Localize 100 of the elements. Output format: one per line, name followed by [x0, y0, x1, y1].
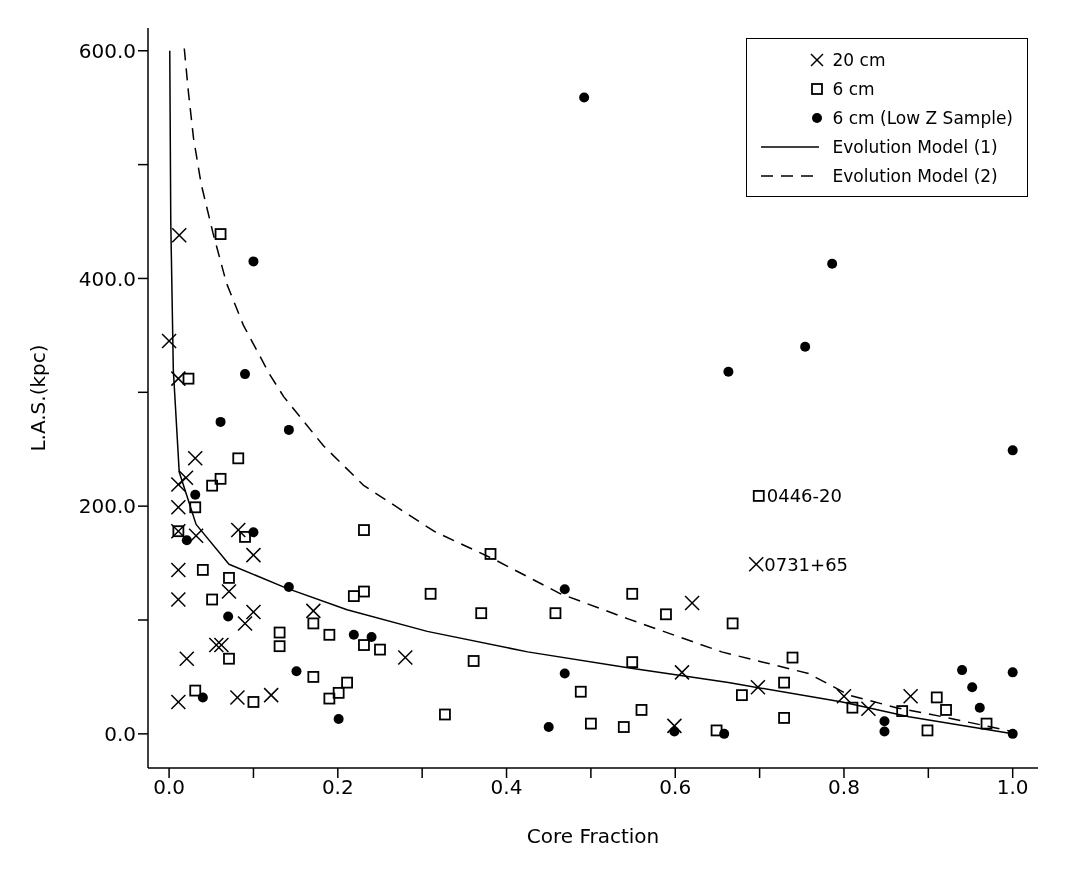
x-tick-label: 0.0 — [153, 775, 185, 800]
annotation: 0446-20 — [766, 485, 842, 507]
point — [1007, 728, 1018, 739]
point — [752, 490, 765, 502]
point — [579, 92, 590, 103]
point — [635, 704, 648, 716]
point — [967, 682, 978, 693]
legend-label: 6 cm — [832, 78, 875, 99]
point — [182, 372, 195, 385]
y-tick-label: 0.0 — [104, 721, 136, 746]
point — [800, 341, 811, 352]
point — [1007, 667, 1018, 678]
point — [291, 666, 302, 677]
point — [827, 258, 838, 269]
point — [374, 643, 386, 656]
point — [475, 607, 488, 620]
point — [323, 628, 336, 641]
point — [323, 692, 336, 705]
legend-label: 6 cm (Low Z Sample) — [832, 107, 1013, 128]
point — [549, 607, 562, 620]
point — [248, 256, 259, 267]
point — [879, 716, 890, 727]
point — [332, 686, 345, 699]
point — [484, 548, 497, 560]
point — [626, 656, 639, 669]
point — [206, 593, 219, 606]
point — [348, 629, 359, 640]
point — [980, 717, 993, 730]
point — [574, 685, 587, 698]
point — [786, 651, 799, 664]
legend-label: Evolution Model (1) — [832, 136, 998, 157]
point — [189, 501, 202, 514]
point — [196, 564, 209, 576]
point — [726, 617, 739, 630]
point — [846, 701, 859, 714]
point — [197, 692, 208, 703]
point — [584, 717, 597, 730]
point — [215, 416, 226, 427]
point — [719, 728, 730, 739]
point — [439, 708, 451, 721]
point — [232, 452, 245, 465]
point — [957, 665, 968, 676]
point — [214, 228, 227, 240]
point — [778, 712, 790, 724]
point — [206, 479, 219, 492]
point — [273, 640, 286, 653]
point — [921, 724, 934, 737]
legend-label: 20 cm — [832, 49, 886, 70]
point — [617, 721, 630, 733]
point — [669, 726, 680, 737]
point — [214, 472, 227, 485]
point — [559, 584, 570, 595]
point — [736, 689, 748, 702]
point — [189, 684, 202, 697]
x-tick-label: 0.6 — [659, 775, 692, 800]
point — [307, 671, 320, 683]
point — [247, 696, 260, 708]
point — [366, 632, 377, 643]
point — [559, 668, 570, 679]
point — [543, 722, 554, 733]
point — [223, 611, 234, 622]
y-tick-label: 200.0 — [78, 494, 136, 519]
point — [710, 724, 723, 737]
point — [896, 705, 909, 717]
point — [283, 581, 294, 592]
point — [424, 587, 437, 600]
point — [223, 652, 235, 665]
legend-label: Evolution Model (2) — [832, 165, 998, 186]
y-axis-title: L.A.S.(kpc) — [26, 344, 51, 452]
x-axis-title: Core Fraction — [526, 824, 660, 848]
y-tick-label: 600.0 — [78, 38, 136, 63]
point — [190, 489, 201, 500]
point — [358, 524, 370, 536]
point — [974, 702, 985, 713]
x-tick-label: 0.4 — [490, 775, 523, 800]
point — [660, 608, 672, 621]
point — [1007, 445, 1018, 456]
point — [283, 424, 294, 435]
annotation: 0731+65 — [764, 553, 849, 575]
point — [347, 590, 360, 602]
point — [626, 587, 639, 600]
x-tick-label: 0.8 — [828, 775, 860, 800]
point — [307, 617, 320, 630]
point — [358, 585, 370, 598]
point — [778, 676, 790, 689]
y-tick-label: 400.0 — [78, 266, 136, 291]
point — [723, 366, 734, 377]
x-tick-label: 0.2 — [321, 775, 354, 800]
point — [467, 655, 480, 667]
point — [940, 704, 952, 716]
point — [358, 639, 370, 651]
x-tick-label: 1.0 — [996, 775, 1029, 800]
point — [930, 691, 943, 704]
point — [341, 676, 353, 689]
point — [181, 535, 192, 546]
point — [223, 571, 235, 584]
point — [248, 527, 259, 538]
point — [240, 369, 251, 380]
point — [239, 530, 251, 543]
point — [273, 626, 286, 639]
